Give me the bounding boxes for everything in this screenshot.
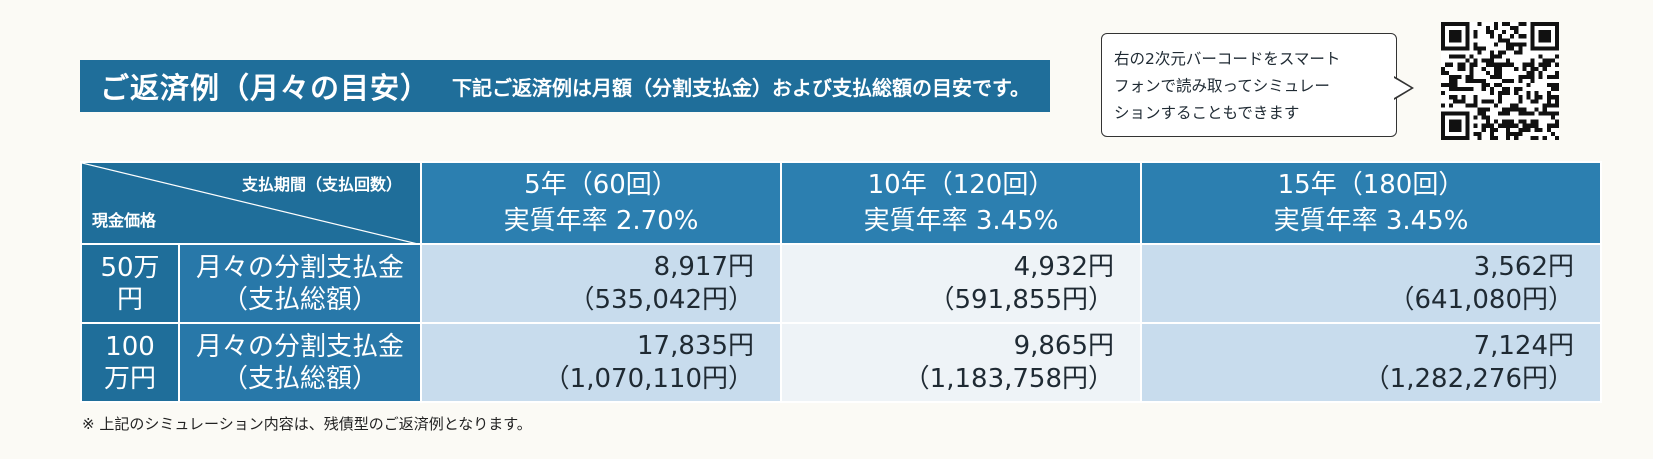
diagonal-divider	[83, 164, 413, 242]
qr-callout: 右の2次元バーコードをスマート フォンで読み取ってシミュレー ションすることもで…	[1101, 33, 1397, 137]
row-label-cell: 月々の分割支払金 （支払総額）	[178, 322, 422, 403]
page-title: ご返済例（月々の目安）	[100, 71, 431, 105]
header-bar: ご返済例（月々の目安） 下記ご返済例は月額（分割支払金）および支払総額の目安です…	[80, 60, 1050, 112]
value-cell: 17,835円 （1,070,110円）	[420, 322, 782, 403]
value-cell: 7,124円 （1,282,276円）	[1140, 322, 1602, 403]
repayment-table: 支払期間（支払回数） 現金価格 5年（60回） 実質年率 2.70% 10年（1…	[80, 161, 1602, 403]
period-header-10y: 10年（120回） 実質年率 3.45%	[780, 161, 1142, 245]
qr-note-line: フォンで読み取ってシミュレー	[1114, 77, 1330, 95]
table-row: 50万 円 月々の分割支払金 （支払総額） 8,917円 （535,042円） …	[80, 243, 1602, 324]
qr-code-icon[interactable]	[1441, 22, 1559, 140]
table-header-row: 支払期間（支払回数） 現金価格 5年（60回） 実質年率 2.70% 10年（1…	[80, 161, 1602, 245]
page-description: 下記ご返済例は月額（分割支払金）および支払総額の目安です。	[452, 75, 1031, 100]
footnote: ※ 上記のシミュレーション内容は、残債型のご返済例となります。	[82, 415, 532, 433]
callout-arrow-inner	[1394, 78, 1411, 98]
value-cell: 8,917円 （535,042円）	[420, 243, 782, 324]
corner-cell: 支払期間（支払回数） 現金価格	[80, 161, 422, 245]
period-header-5y: 5年（60回） 実質年率 2.70%	[420, 161, 782, 245]
row-label-cell: 月々の分割支払金 （支払総額）	[178, 243, 422, 324]
period-header-15y: 15年（180回） 実質年率 3.45%	[1140, 161, 1602, 245]
price-cell: 50万 円	[80, 243, 180, 324]
price-axis-label: 現金価格	[92, 211, 157, 230]
value-cell: 9,865円 （1,183,758円）	[780, 322, 1142, 403]
qr-note-line: ションすることもできます	[1114, 104, 1300, 122]
value-cell: 4,932円 （591,855円）	[780, 243, 1142, 324]
value-cell: 3,562円 （641,080円）	[1140, 243, 1602, 324]
qr-note-line: 右の2次元バーコードをスマート	[1114, 50, 1341, 68]
table-row: 100 万円 月々の分割支払金 （支払総額） 17,835円 （1,070,11…	[80, 322, 1602, 403]
price-cell: 100 万円	[80, 322, 180, 403]
period-axis-label: 支払期間（支払回数）	[241, 175, 402, 194]
